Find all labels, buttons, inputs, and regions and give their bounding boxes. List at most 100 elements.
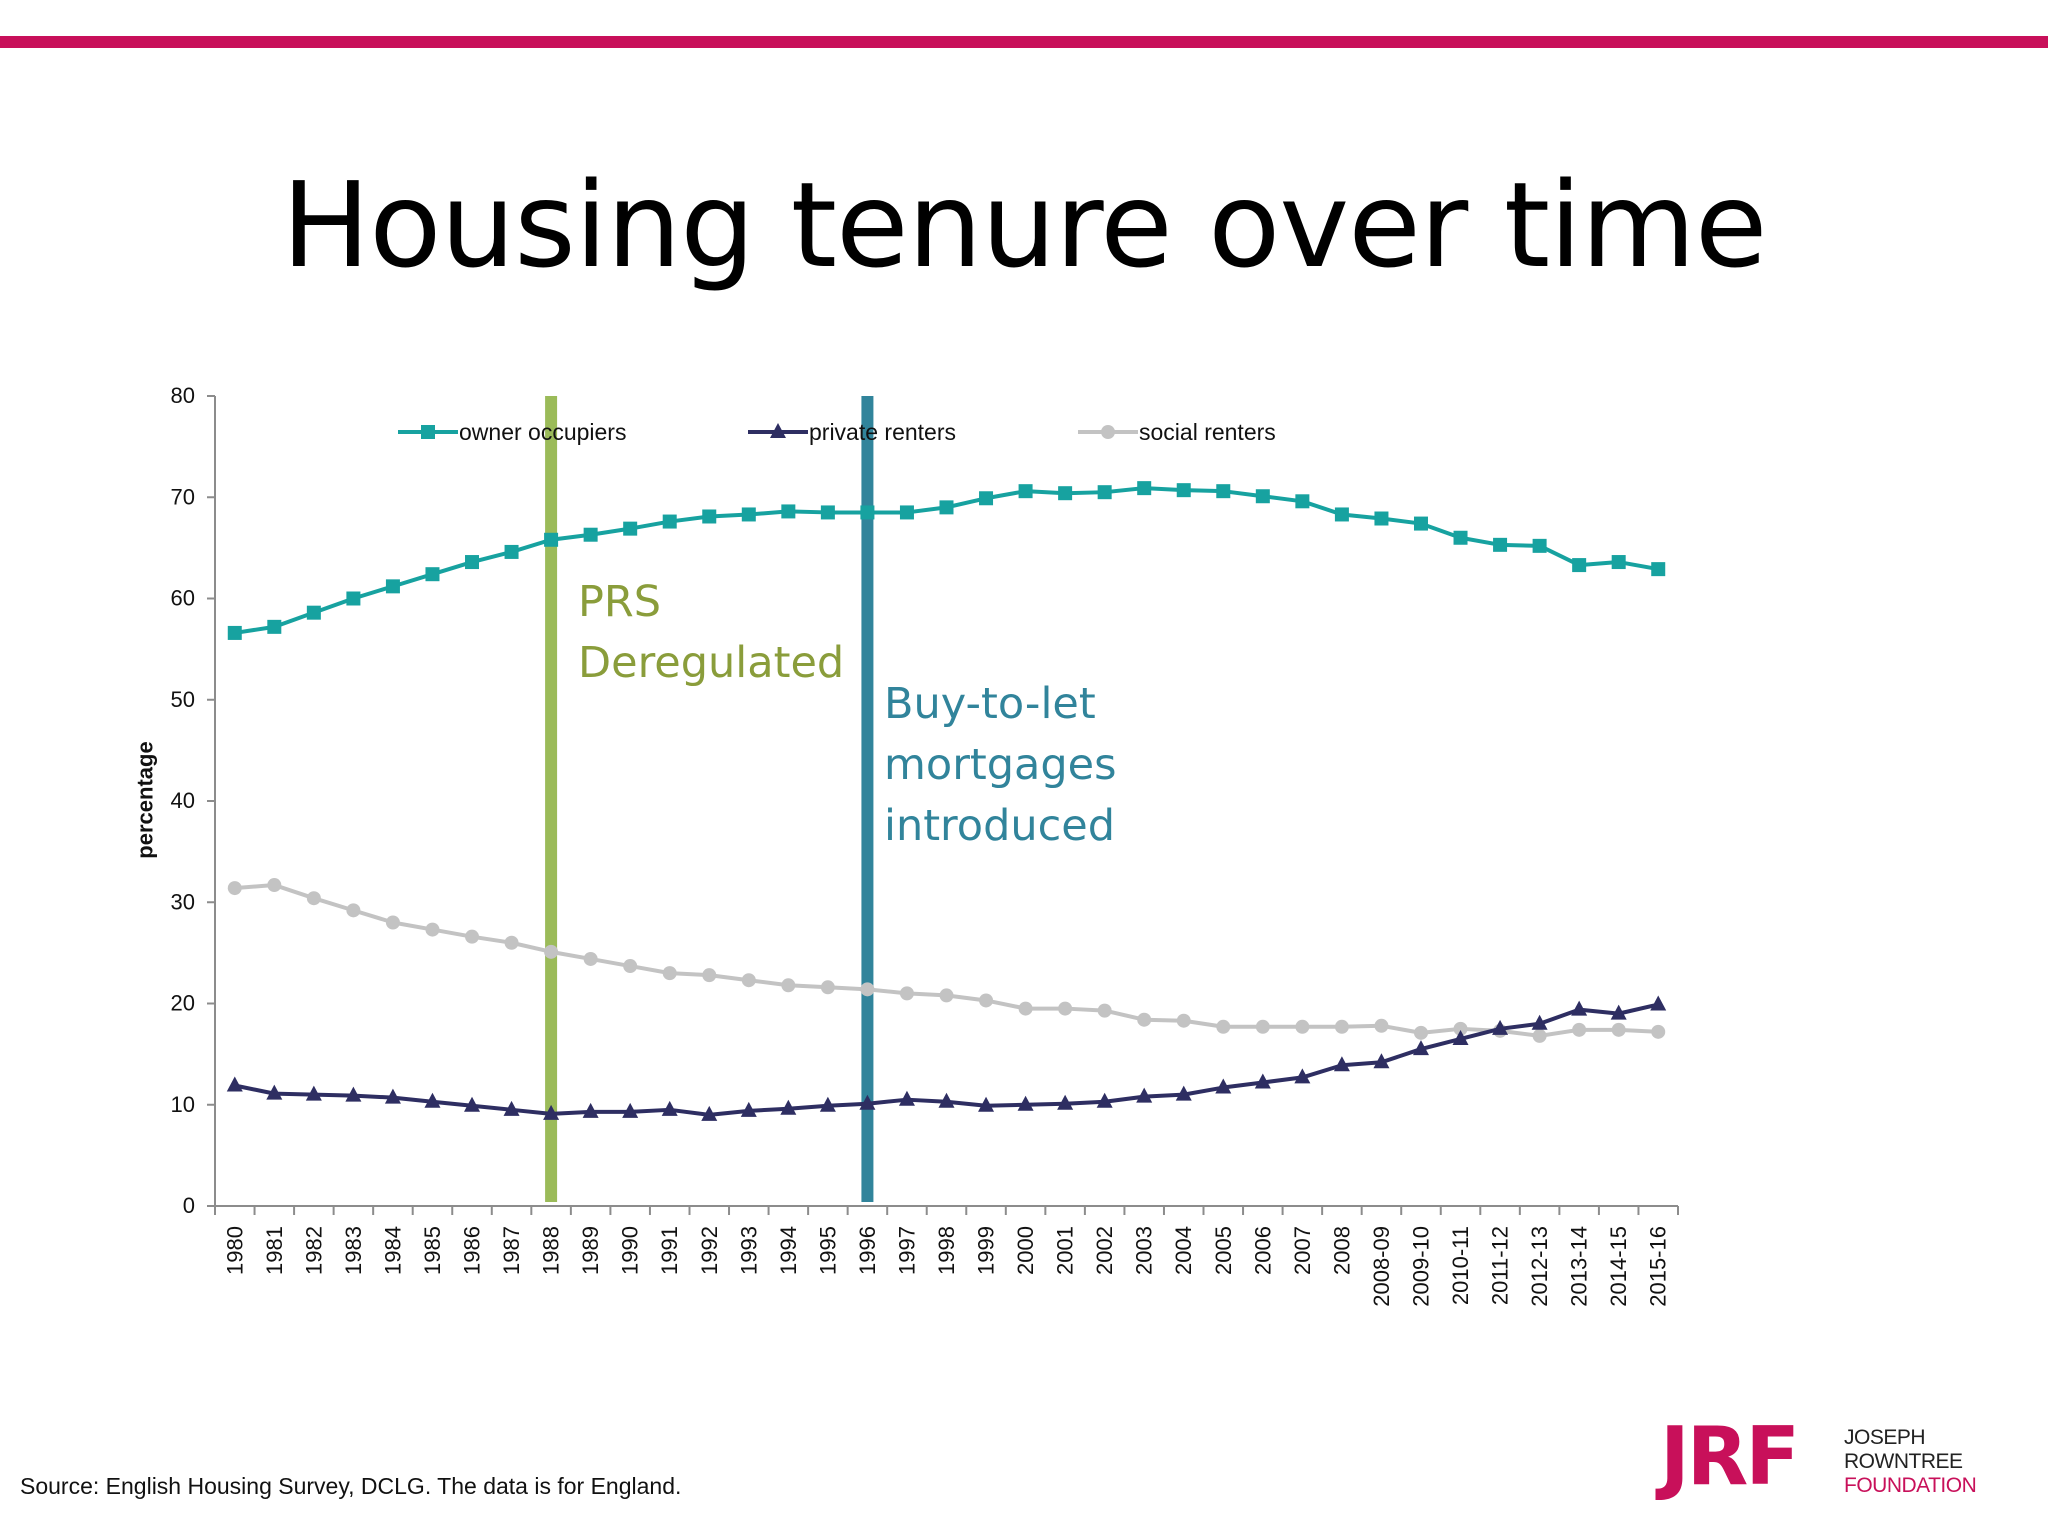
data-point-triangle xyxy=(1610,1004,1627,1020)
data-point-square xyxy=(504,544,519,559)
x-tick-label: 1995 xyxy=(815,1226,840,1275)
data-point-circle xyxy=(741,973,756,988)
data-point-square xyxy=(1097,485,1112,500)
data-point-triangle xyxy=(503,1100,520,1116)
x-tick-label: 2006 xyxy=(1250,1226,1275,1275)
data-point-square xyxy=(1453,530,1468,545)
data-point-square xyxy=(1255,489,1270,504)
y-axis-label: percentage xyxy=(133,741,158,858)
data-point-triangle xyxy=(1017,1095,1034,1111)
data-point-square xyxy=(227,625,242,640)
data-point-triangle xyxy=(661,1100,678,1116)
data-point-circle xyxy=(1413,1025,1428,1040)
data-point-circle xyxy=(781,978,796,993)
x-tick-label: 2005 xyxy=(1211,1226,1236,1275)
jrf-logo: JRF JOSEPH ROWNTREE FOUNDATION xyxy=(1660,1412,2000,1502)
data-point-square xyxy=(1137,481,1152,496)
annotation-label-line: mortgages xyxy=(884,740,1117,790)
series-owner-occupiers xyxy=(227,481,1666,640)
x-tick-label: 2013-14 xyxy=(1567,1226,1592,1307)
annotation-label: PRS Deregulated xyxy=(578,577,844,688)
data-point-circle xyxy=(979,993,994,1008)
data-point-triangle xyxy=(305,1085,322,1101)
data-point-triangle xyxy=(770,423,786,438)
y-tick-label: 50 xyxy=(171,687,195,712)
x-tick-label: 1999 xyxy=(974,1226,999,1275)
data-point-circle xyxy=(1572,1022,1587,1037)
data-point-triangle xyxy=(1294,1068,1311,1084)
x-tick-label: 1992 xyxy=(697,1226,722,1275)
data-point-triangle xyxy=(424,1092,441,1108)
data-point-square xyxy=(1651,562,1666,577)
annotation-labels: PRS Deregulated Buy-to-let mortgages introdu… xyxy=(578,577,1117,851)
data-point-circle xyxy=(1216,1019,1231,1034)
data-point-triangle xyxy=(780,1099,797,1115)
data-point-triangle xyxy=(898,1090,915,1106)
chart-legend: owner occupiers private renters social ren… xyxy=(398,419,1276,445)
x-tick-label: 1983 xyxy=(341,1226,366,1275)
data-point-triangle xyxy=(1492,1019,1509,1035)
data-point-square xyxy=(1334,507,1349,522)
source-note: Source: English Housing Survey, DCLG. Th… xyxy=(20,1473,682,1499)
data-point-circle xyxy=(1255,1019,1270,1034)
y-tick-label: 10 xyxy=(171,1092,195,1117)
data-point-triangle xyxy=(622,1102,639,1118)
data-point-triangle xyxy=(1136,1087,1153,1103)
x-tick-label: 1993 xyxy=(736,1226,761,1275)
x-tick-label: 1996 xyxy=(855,1226,880,1275)
legend-label: private renters xyxy=(809,419,956,445)
data-point-square xyxy=(899,505,914,520)
x-tick-label: 2015-16 xyxy=(1646,1226,1671,1307)
data-point-square xyxy=(979,491,994,506)
slide-title: Housing tenure over time xyxy=(281,156,1768,294)
data-point-circle xyxy=(702,968,717,983)
annotation-label-line: Buy-to-let xyxy=(884,679,1096,729)
data-point-triangle xyxy=(266,1084,283,1100)
top-accent-bar xyxy=(0,36,2048,48)
annotation-label-line: PRS xyxy=(578,577,661,627)
y-tick-label: 0 xyxy=(183,1193,195,1218)
data-point-square xyxy=(346,591,361,606)
data-point-triangle xyxy=(1373,1053,1390,1069)
annotation-label: Buy-to-let mortgages introduced xyxy=(884,679,1117,851)
data-point-triangle xyxy=(1650,995,1667,1011)
data-point-triangle xyxy=(701,1105,718,1121)
data-point-circle xyxy=(1334,1019,1349,1034)
data-point-square xyxy=(1176,483,1191,498)
data-point-square xyxy=(741,507,756,522)
x-tick-label: 1990 xyxy=(618,1226,643,1275)
legend-label: social renters xyxy=(1139,419,1276,445)
data-point-circle xyxy=(306,891,321,906)
y-tick-label: 80 xyxy=(171,383,195,408)
data-point-square xyxy=(1374,511,1389,526)
data-point-circle xyxy=(1453,1021,1468,1036)
data-point-triangle xyxy=(938,1092,955,1108)
y-tick-label: 20 xyxy=(171,991,195,1016)
data-point-circle xyxy=(1097,1003,1112,1018)
data-point-triangle xyxy=(226,1076,243,1092)
data-point-square xyxy=(425,567,440,582)
data-point-circle xyxy=(1374,1018,1389,1033)
data-point-square xyxy=(1572,558,1587,573)
x-tick-label: 1997 xyxy=(894,1226,919,1275)
logo-line-2: ROWNTREE xyxy=(1844,1450,1963,1473)
x-tick-label: 1984 xyxy=(380,1226,405,1275)
annotation-label-line: Deregulated xyxy=(578,638,844,688)
x-tick-label: 2001 xyxy=(1053,1226,1078,1275)
x-tick-label: 2008 xyxy=(1329,1226,1354,1275)
data-point-triangle xyxy=(345,1086,362,1102)
data-point-square xyxy=(544,532,559,547)
data-point-square xyxy=(623,521,638,536)
x-tick-label: 1988 xyxy=(539,1226,564,1275)
x-tick-label: 2009-10 xyxy=(1408,1226,1433,1307)
data-point-circle xyxy=(227,881,242,896)
data-point-circle xyxy=(465,929,480,944)
data-point-square xyxy=(939,500,954,515)
x-tick-label: 1981 xyxy=(262,1226,287,1275)
chart-axes: 0 10 20 30 40 50 60 70 80 1980 1981 1982 1983 1984 198… xyxy=(133,383,1679,1307)
x-tick-label: 2000 xyxy=(1013,1226,1038,1275)
data-point-circle xyxy=(504,935,519,950)
data-point-circle xyxy=(1532,1028,1547,1043)
x-tick-label: 1998 xyxy=(934,1226,959,1275)
